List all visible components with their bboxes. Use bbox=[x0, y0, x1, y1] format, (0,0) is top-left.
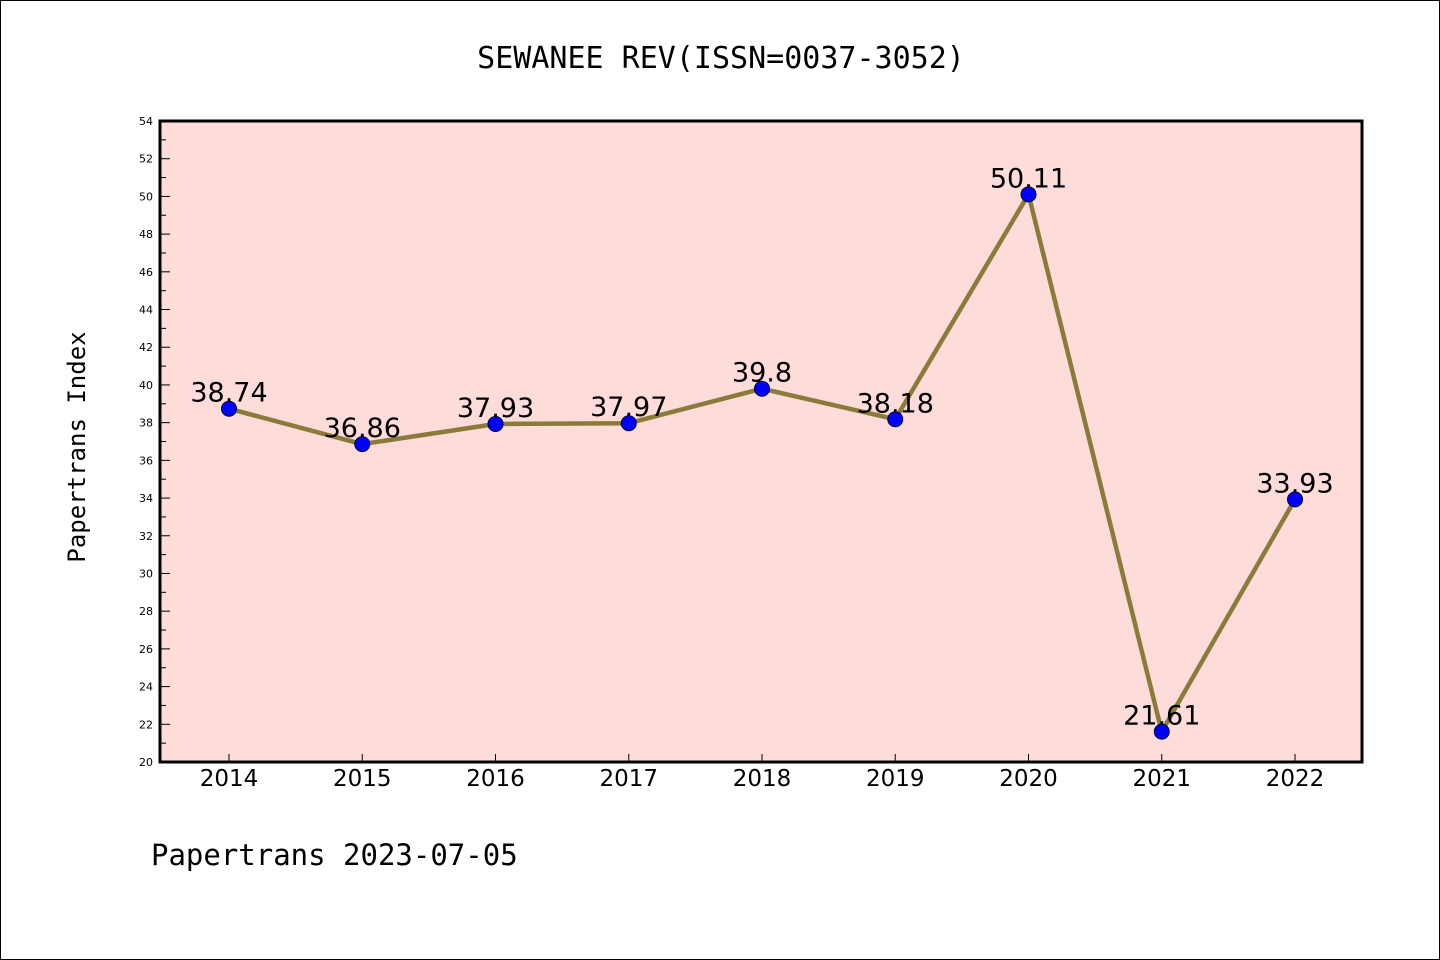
x-tick-label: 2019 bbox=[866, 766, 925, 792]
data-label: 38.18 bbox=[857, 388, 934, 419]
x-tick-label: 2022 bbox=[1266, 766, 1325, 792]
y-axis-ticks: 20 22 24 26 28 30 32 34 36 38 40 42 44 46 48 50 52 54 bbox=[139, 115, 170, 769]
y-tick-label: 44 bbox=[139, 304, 153, 317]
x-tick-label: 2015 bbox=[333, 766, 392, 792]
y-tick-label: 40 bbox=[139, 379, 153, 392]
y-tick-label: 26 bbox=[139, 643, 153, 656]
y-tick-label: 36 bbox=[139, 454, 153, 467]
data-label: 21.61 bbox=[1123, 701, 1200, 732]
y-tick-label: 46 bbox=[139, 266, 153, 279]
data-label: 38.74 bbox=[190, 378, 267, 409]
data-point-marker bbox=[754, 380, 770, 397]
data-labels: 38.74 36.86 37.93 37.97 39.8 38.18 50.11 21.61 3… bbox=[190, 163, 1333, 731]
y-tick-label: 32 bbox=[139, 530, 153, 543]
data-point-marker bbox=[887, 411, 904, 428]
y-tick-label: 34 bbox=[139, 492, 153, 505]
y-tick-label: 30 bbox=[139, 567, 153, 580]
x-tick-label: 2020 bbox=[999, 766, 1058, 792]
data-label: 33.93 bbox=[1256, 468, 1333, 499]
y-tick-label: 22 bbox=[139, 718, 153, 731]
x-tick-label: 2017 bbox=[599, 766, 658, 792]
x-tick-label: 2016 bbox=[466, 766, 525, 792]
data-label: 39.8 bbox=[732, 358, 792, 389]
data-point-marker bbox=[487, 415, 504, 432]
y-tick-label: 24 bbox=[139, 681, 153, 694]
y-tick-label: 54 bbox=[139, 115, 153, 128]
data-label: 37.97 bbox=[590, 392, 667, 423]
plot-border bbox=[158, 119, 1364, 764]
data-label: 36.86 bbox=[324, 413, 401, 444]
data-point-marker bbox=[1153, 723, 1170, 740]
y-tick-label: 52 bbox=[139, 153, 153, 166]
chart-title: SEWANEE REV(ISSN=0037-3052) bbox=[477, 41, 965, 76]
x-tick-label: 2014 bbox=[200, 766, 259, 792]
data-point-marker bbox=[1287, 491, 1303, 508]
y-tick-label: 20 bbox=[139, 756, 153, 769]
data-point-marker bbox=[1020, 186, 1037, 203]
data-point-marker bbox=[221, 400, 237, 417]
data-point-marker bbox=[620, 415, 637, 432]
data-label: 50.11 bbox=[990, 163, 1067, 194]
y-tick-label: 50 bbox=[139, 190, 153, 203]
x-tick-label: 2021 bbox=[1132, 766, 1191, 792]
y-tick-label: 42 bbox=[139, 341, 153, 354]
footer-caption: Papertrans 2023-07-05 bbox=[151, 838, 518, 872]
x-axis-ticks: 2014 2015 2016 2017 2018 2019 2020 2021 2022 bbox=[200, 754, 1325, 792]
y-axis-label: Papertrans Index bbox=[63, 331, 91, 562]
data-point-marker bbox=[354, 436, 371, 453]
y-tick-label: 28 bbox=[139, 605, 153, 618]
x-tick-label: 2018 bbox=[733, 766, 792, 792]
data-label: 37.93 bbox=[457, 393, 534, 424]
y-tick-label: 48 bbox=[139, 228, 153, 241]
data-markers bbox=[221, 186, 1303, 740]
y-tick-label: 38 bbox=[139, 417, 153, 430]
